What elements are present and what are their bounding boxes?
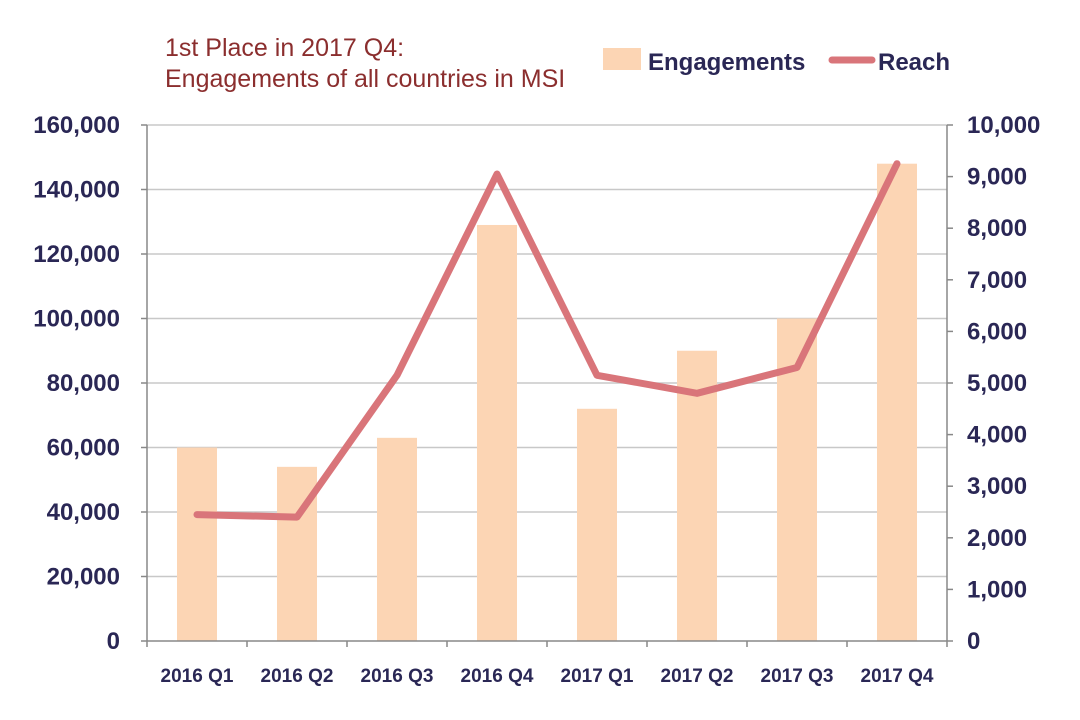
gridlines [147, 124, 947, 578]
right-tick-label-10: 10,000 [967, 112, 1040, 139]
x-axis-ticks: 2016 Q1 2016 Q2 2016 Q3 2016 Q4 2017 Q1 2017 … [161, 666, 934, 687]
x-tick-label-7: 2017 Q4 [861, 666, 934, 687]
right-tick-label-9: 9,000 [967, 164, 1027, 191]
chart-title-line-2: Engagements of all countries in MSI [165, 65, 565, 93]
reach-line [193, 160, 901, 521]
right-axis-ticks: 0 1,000 2,000 3,000 4,000 5,000 6,000 7,000 8,00… [967, 112, 1040, 655]
x-tick-label-5: 2017 Q2 [661, 666, 734, 687]
right-tick-label-1: 1,000 [967, 576, 1027, 603]
legend-swatch-engagements [603, 48, 641, 70]
bar-2017-q1 [577, 408, 617, 641]
bar-2017-q2 [677, 350, 717, 641]
left-axis-ticks: 0 20,000 40,000 60,000 80,000 100,000 120,000 1… [33, 112, 120, 655]
x-tick-label-4: 2017 Q1 [561, 666, 634, 687]
left-tick-label-2: 40,000 [47, 499, 120, 526]
left-tick-label-0: 0 [107, 628, 120, 655]
right-tick-label-4: 4,000 [967, 422, 1027, 449]
left-tick-label-7: 140,000 [33, 177, 120, 204]
legend: Engagements Reach [603, 48, 950, 76]
engagements-bars [177, 163, 917, 641]
x-tick-label-6: 2017 Q3 [761, 666, 834, 687]
left-tick-label-3: 60,000 [47, 435, 120, 462]
bar-2016-q1 [177, 447, 217, 641]
right-tick-label-8: 8,000 [967, 215, 1027, 242]
reach-line-path [193, 160, 901, 521]
x-tick-label-3: 2016 Q4 [461, 666, 534, 687]
x-tick-label-1: 2016 Q2 [261, 666, 334, 687]
left-tick-label-8: 160,000 [33, 112, 120, 139]
x-tick-label-2: 2016 Q3 [361, 666, 434, 687]
chart-title-line-1: 1st Place in 2017 Q4: [165, 34, 404, 62]
bar-2017-q4 [877, 163, 917, 641]
legend-label-engagements: Engagements [648, 49, 805, 76]
right-tick-label-0: 0 [967, 628, 980, 655]
left-tick-label-6: 120,000 [33, 241, 120, 268]
right-tick-label-5: 5,000 [967, 370, 1027, 397]
left-tick-label-4: 80,000 [47, 370, 120, 397]
axes [141, 124, 953, 647]
x-tick-label-0: 2016 Q1 [161, 666, 234, 687]
right-tick-label-2: 2,000 [967, 525, 1027, 552]
right-tick-label-7: 7,000 [967, 267, 1027, 294]
chart-title: 1st Place in 2017 Q4: Engagements of all… [165, 34, 565, 93]
bar-2016-q4 [477, 224, 517, 641]
left-tick-label-1: 20,000 [47, 564, 120, 591]
right-tick-label-6: 6,000 [967, 318, 1027, 345]
left-tick-label-5: 100,000 [33, 306, 120, 333]
bar-2016-q3 [377, 437, 417, 641]
right-tick-label-3: 3,000 [967, 473, 1027, 500]
legend-label-reach: Reach [878, 49, 950, 76]
